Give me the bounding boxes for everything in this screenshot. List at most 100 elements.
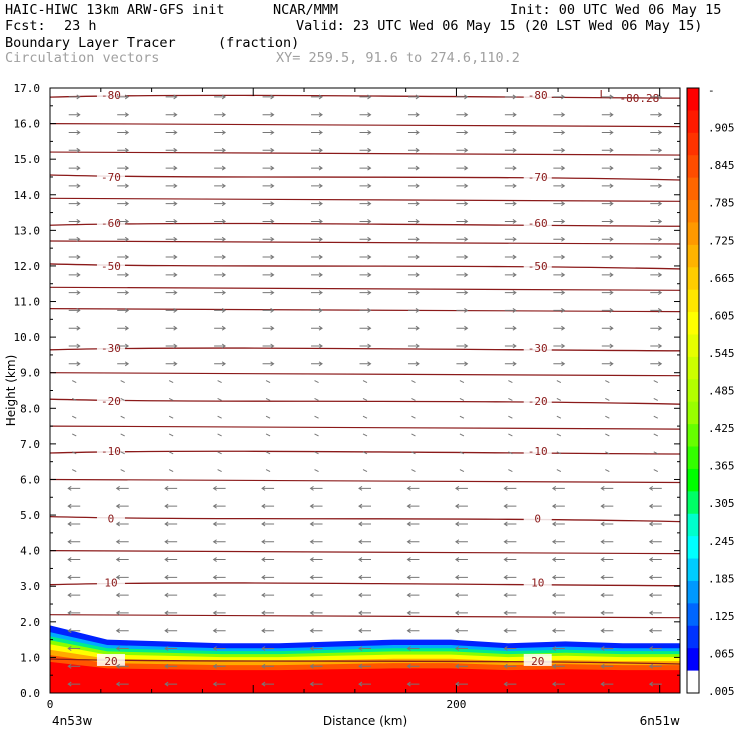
circulation-vector — [504, 201, 517, 207]
circulation-vector — [67, 574, 81, 580]
circulation-vector — [407, 219, 420, 224]
circulation-vector — [553, 361, 566, 367]
circulation-vector — [456, 272, 469, 278]
contour-label: 20 — [531, 655, 544, 668]
circulation-vector — [601, 201, 614, 207]
xy-range: XY= 259.5, 91.6 to 274.6,110.2 — [276, 50, 520, 66]
circulation-vector — [115, 610, 129, 616]
circulation-vector — [359, 290, 372, 296]
circulation-vector — [553, 112, 566, 118]
circulation-vector — [359, 165, 372, 171]
circulation-vector — [309, 557, 323, 562]
circulation-vector — [115, 485, 129, 491]
circulation-vector — [262, 165, 275, 171]
colorbar-segment — [687, 625, 699, 649]
circulation-vector — [309, 503, 323, 509]
circulation-vector — [407, 361, 420, 367]
contour-label-extra: -80.28 — [619, 92, 659, 105]
y-tick-label: 13.0 — [14, 224, 41, 237]
circulation-vector — [217, 415, 222, 419]
circulation-vector — [115, 574, 129, 580]
circulation-vector — [406, 557, 420, 562]
circulation-vector — [68, 236, 81, 242]
circulation-vector — [117, 94, 130, 100]
circulation-vector — [648, 592, 662, 598]
circulation-vector — [605, 451, 610, 455]
colorbar-label: .185 — [708, 572, 735, 585]
circulation-vector — [212, 485, 226, 491]
y-tick-label: 14.0 — [14, 189, 41, 202]
circulation-vector — [600, 521, 614, 527]
circulation-vector — [407, 308, 420, 313]
circulation-vector — [309, 681, 323, 687]
circulation-vector — [214, 290, 227, 296]
circulation-vector — [455, 610, 468, 616]
circulation-vector — [217, 469, 222, 473]
circulation-vector — [358, 485, 371, 491]
circulation-vector — [117, 219, 130, 224]
contour-label: -30 — [528, 342, 548, 355]
tracer-band-7 — [50, 661, 680, 693]
contour-label: 0 — [108, 513, 115, 526]
y-tick-label: 10.0 — [14, 331, 41, 344]
circulation-vector — [217, 433, 222, 437]
circulation-vector — [311, 130, 323, 135]
circulation-vector — [309, 592, 323, 598]
contour-label-bg — [96, 258, 125, 271]
field-units: (fraction) — [218, 35, 300, 51]
contour-label: -60 — [101, 217, 121, 230]
field-name: Boundary Layer Tracer — [5, 35, 176, 51]
circulation-vector — [164, 646, 178, 651]
contour-label-extra: L — [599, 88, 606, 101]
circulation-vector — [362, 397, 368, 401]
circulation-vector — [508, 415, 513, 419]
circulation-vector — [311, 343, 323, 349]
circulation-vector — [508, 380, 513, 384]
circulation-vector — [164, 521, 178, 527]
circulation-vector — [504, 130, 517, 135]
circulation-vector — [407, 130, 420, 135]
circulation-vector — [72, 469, 77, 473]
circulation-vector — [262, 236, 275, 242]
circulation-vector — [455, 485, 468, 491]
circulation-vector — [67, 592, 81, 598]
circulation-vector — [358, 628, 371, 634]
circulation-vector — [459, 469, 465, 473]
circulation-vector — [455, 574, 468, 580]
circulation-vector — [358, 592, 371, 598]
circulation-vector — [648, 503, 662, 509]
circulation-vector — [314, 451, 319, 455]
circulation-vector — [165, 112, 178, 118]
circulation-vector — [214, 201, 227, 207]
circulation-vector — [261, 521, 275, 527]
circulation-vector — [212, 646, 226, 651]
contour-label: -50 — [101, 260, 121, 273]
circulation-vector — [72, 397, 77, 401]
circulation-vector — [359, 254, 372, 260]
y-tick-label: 5.0 — [20, 509, 40, 522]
circulation-vector — [411, 451, 416, 455]
circulation-vector — [648, 646, 662, 651]
circulation-vector — [455, 592, 468, 598]
circulation-vector — [553, 183, 566, 189]
circulation-vector — [212, 610, 226, 616]
circulation-vector — [553, 308, 566, 313]
circulation-vector — [503, 646, 517, 651]
circulation-vector — [362, 451, 368, 455]
y-tick-label: 9.0 — [20, 367, 40, 380]
circulation-vector — [551, 628, 565, 634]
circulation-vector — [503, 574, 517, 580]
circulation-vector — [456, 94, 469, 100]
circulation-vector — [600, 574, 614, 580]
contour-label: -70 — [101, 171, 121, 184]
circulation-vector — [650, 308, 663, 313]
circulation-vector — [406, 628, 420, 634]
y-tick-label: 0.0 — [20, 687, 40, 700]
circulation-vector — [212, 628, 226, 634]
colorbar-segment — [687, 132, 699, 156]
temperature-contour — [49, 151, 681, 156]
colorbar-label: .245 — [708, 535, 735, 548]
temperature-contour — [49, 515, 681, 523]
circulation-vector — [115, 503, 129, 509]
circulation-vector — [503, 503, 517, 509]
